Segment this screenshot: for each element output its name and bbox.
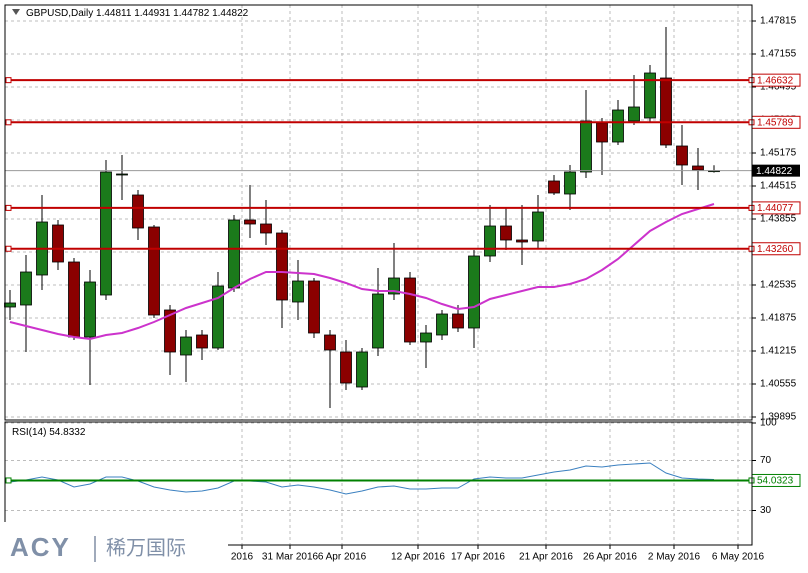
rsi-value: 54.8332 [49,427,86,438]
candle-body [292,280,304,303]
candle-body [244,219,256,225]
symbol: GBPUSD,Daily [26,8,93,19]
watermark: ACY 稀万国际 [0,522,228,573]
menu-icon [12,9,20,15]
candle-body [132,194,144,229]
candle-body [596,122,608,143]
candle-body [100,171,112,296]
candle-body [612,109,624,143]
candle-body [532,211,544,242]
candle-body [660,77,672,146]
y-tick-label: 70 [760,455,772,466]
candle-body [516,239,528,243]
brand: ACY [10,532,71,562]
candle-body [644,72,656,119]
rsi-header: RSI(14) 54.8332 [12,427,86,438]
x-tick-label: 2016 [231,552,254,563]
candle-body [20,271,32,306]
candle-body [484,225,496,257]
y-tick-label: 30 [760,505,772,516]
level-handle [5,119,12,126]
candle-body [388,277,400,295]
y-tick-label: 1.47815 [760,16,797,27]
chart-header: GBPUSD,Daily 1.44811 1.44931 1.44782 1.4… [26,8,249,19]
level-label: 1.44077 [757,203,794,214]
y-tick-label: 1.44515 [760,181,797,192]
candle-body [580,120,592,173]
level-label: 1.43260 [757,244,794,255]
x-tick-label: 6 May 2016 [712,552,765,563]
level-label: 54.0323 [757,476,794,487]
candle-body [228,219,240,289]
y-tick-label: 1.41215 [760,346,797,357]
candle-body [68,261,80,338]
y-tick-label: 100 [760,418,777,429]
watermark-bg [0,522,228,573]
price-label-box [752,164,800,177]
candle-body [452,313,464,329]
y-tick-label: 1.46495 [760,82,797,93]
candle-body [548,180,560,194]
y-tick-label: 1.45175 [760,148,797,159]
x-tick-label: 17 Apr 2016 [451,552,505,563]
x-tick-label: 12 Apr 2016 [391,552,445,563]
candle-body [468,255,480,329]
candle-body [564,171,576,195]
candle-body [196,334,208,349]
ohlc-low: 1.44782 [173,8,210,19]
ohlc-high: 1.44931 [134,8,171,19]
candle-body [260,223,272,234]
x-tick-label: 2 May 2016 [648,552,701,563]
candle-body [164,309,176,353]
x-tick-label: 6 Apr 2016 [318,552,367,563]
candle-body [692,165,704,171]
x-tick-label: 21 Apr 2016 [519,552,573,563]
level-handle [5,477,12,484]
rsi-panel-frame [4,421,753,546]
rsi-line [9,462,715,495]
moving-average [9,203,715,341]
candle-body [276,232,288,301]
candle-body [4,302,16,308]
candle-body [180,336,192,356]
y-tick-label: 1.40555 [760,379,797,390]
candle-body [148,226,160,316]
candle-body [212,285,224,349]
candle-body [84,281,96,338]
level-handle [5,77,12,84]
candle-body [52,224,64,263]
candle-body [356,351,368,388]
y-tick-label: 1.47155 [760,49,797,60]
candle-body [436,313,448,336]
y-tick-label: 1.39895 [760,412,797,423]
level-label: 1.46632 [757,75,794,86]
ohlc-close: 1.44822 [212,8,249,19]
price-label: 1.44822 [756,166,793,177]
level-handle [5,204,12,211]
candle-body [340,351,352,384]
rsi-title: RSI(14) [12,427,46,438]
candle-body [500,225,512,241]
candle-body [372,293,384,349]
y-tick-label: 1.43855 [760,214,797,225]
candle-body [116,173,128,176]
level-handle [5,245,12,252]
candle-body [676,145,688,166]
brand-name: 稀万国际 [106,536,186,559]
y-tick-label: 1.42535 [760,280,797,291]
candle-body [404,277,416,343]
candle-body [420,332,432,343]
candle-body [628,106,640,122]
x-tick-label: 26 Apr 2016 [583,552,637,563]
y-tick-label: 1.41875 [760,313,797,324]
candle-body [324,334,336,351]
ohlc-open: 1.44811 [96,8,132,19]
level-label: 1.45789 [757,117,794,128]
x-tick-label: 31 Mar 2016 [262,552,319,563]
candle-body [308,280,320,334]
main-panel-frame [4,4,753,421]
